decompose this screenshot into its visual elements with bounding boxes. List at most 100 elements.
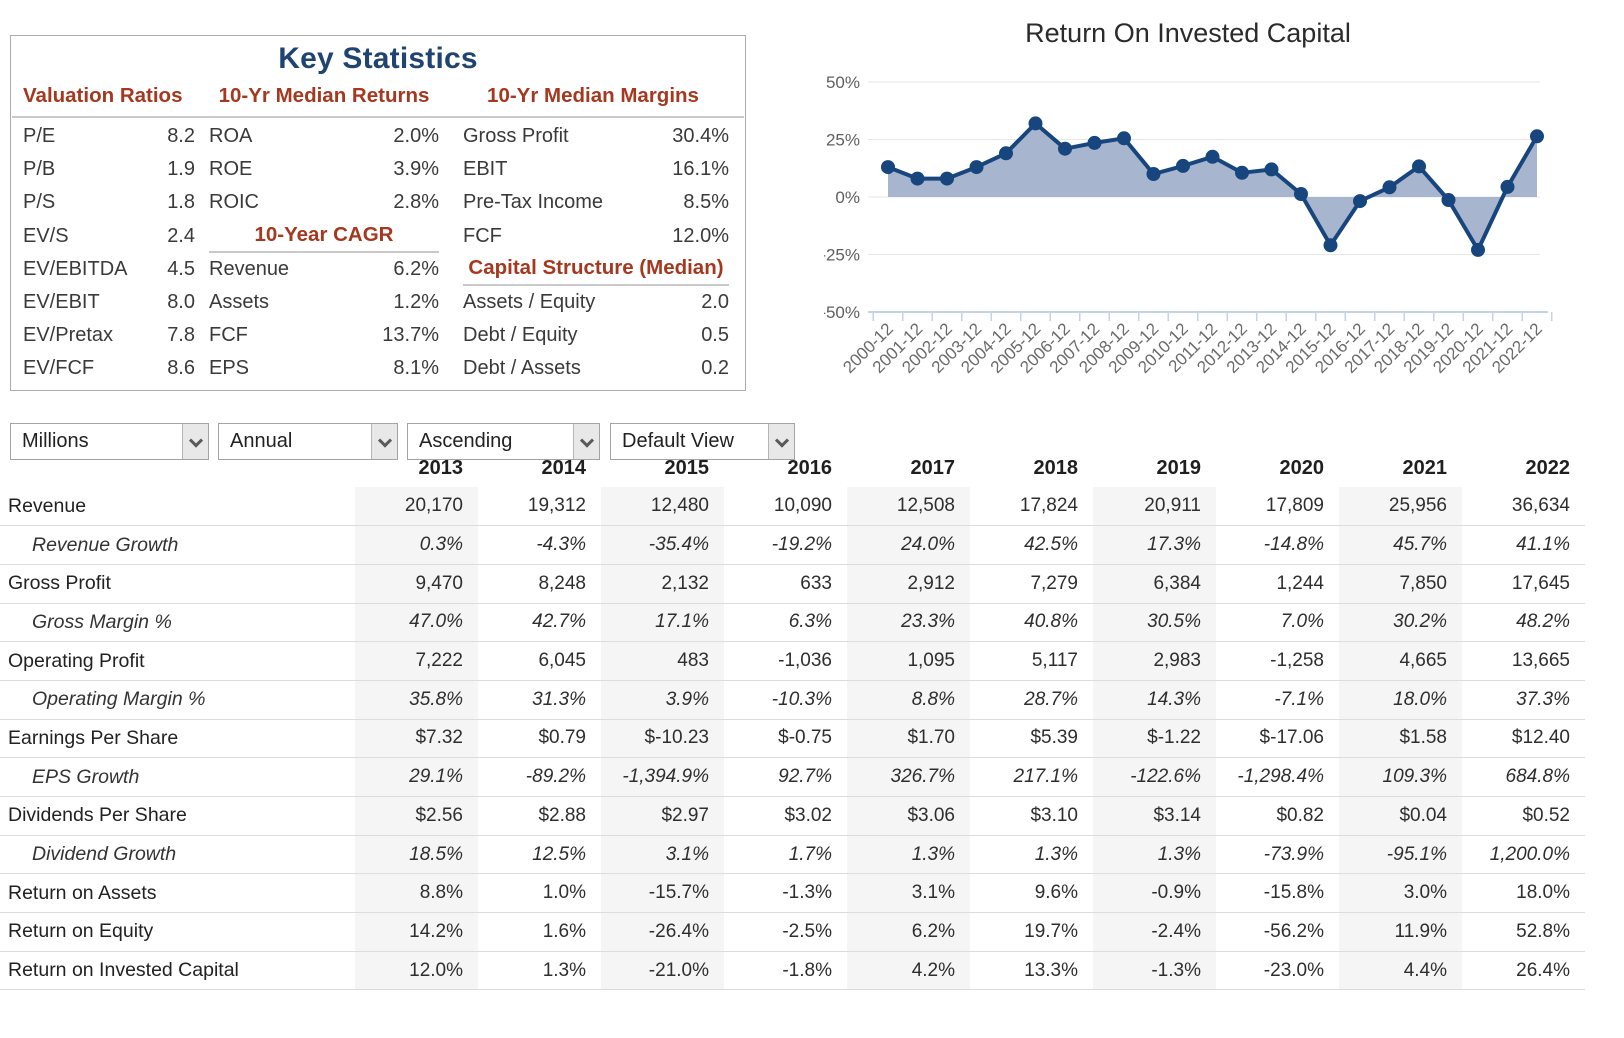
stat-label: FCF	[463, 224, 502, 247]
table-cell: 17.1%	[601, 603, 724, 642]
row-label: Return on Invested Capital	[8, 959, 239, 982]
table-cell: 12,508	[847, 487, 970, 526]
data-point	[999, 146, 1013, 161]
stat-label: ROA	[209, 125, 253, 148]
data-point	[1264, 162, 1279, 177]
roic-chart-container: Return On Invested Capital 50% 25% 0% -25% -…	[820, 0, 1624, 405]
stat-row: Pre-Tax Income 8.5%	[463, 186, 729, 219]
table-cell: 12,480	[601, 487, 724, 526]
table-cell: 47.0%	[355, 603, 478, 642]
year-column-header: 2018	[1033, 457, 1079, 479]
table-cell: $3.02	[784, 804, 832, 826]
table-cell: $-1.22	[1093, 719, 1216, 758]
period-select[interactable]: Annual	[218, 423, 398, 460]
table-cell: 30.2%	[1339, 603, 1462, 642]
table-cell: $12.40	[1511, 727, 1570, 749]
table-cell: 18.0%	[1339, 680, 1462, 720]
table-cell: 3.9%	[601, 680, 724, 720]
data-point	[1323, 238, 1338, 253]
y-axis-tick-label: 50%	[826, 73, 860, 92]
table-cell: -1.3%	[1093, 951, 1216, 990]
table-cell: $2.97	[601, 796, 724, 836]
table-cell: $3.10	[1030, 804, 1078, 826]
table-cell: -1,036	[778, 650, 832, 672]
table-cell: 6,384	[1093, 564, 1216, 604]
key-statistics-title: Key Statistics	[278, 42, 478, 75]
table-row: EPS Growth 29.1% -89.2% -1,394.9% 92.7% 326.7…	[0, 757, 1585, 797]
table-cell: $2.56	[355, 796, 478, 836]
table-cell: -89.2%	[525, 766, 586, 788]
year-header-row: 2013 2014 2015 2016 2017 2018 2019 2020 2021 2022	[0, 452, 1585, 487]
table-cell: $-10.23	[601, 719, 724, 758]
table-cell: 4.2%	[847, 951, 970, 990]
stat-label: EV/FCF	[23, 357, 95, 380]
table-row: Revenue Growth 0.3% -4.3% -35.4% -19.2% 24.0%…	[0, 525, 1585, 565]
table-cell: 2,912	[847, 564, 970, 604]
stat-value: 7.8	[167, 324, 195, 347]
table-cell: -1,394.9%	[601, 757, 724, 797]
view-select[interactable]: Default View	[610, 423, 795, 460]
table-cell: 14.2%	[355, 912, 478, 952]
chart-plot-area: 50%25%0%-25%-50%2000-122001-122002-12200…	[820, 73, 1553, 377]
median-margins-header: 10-Yr Median Margins	[487, 84, 699, 107]
sort-order-select[interactable]: Ascending	[407, 423, 600, 460]
table-cell: 4.4%	[1339, 951, 1462, 990]
table-row: Operating Profit 7,222 6,045 483 -1,036 1,095…	[0, 641, 1585, 681]
row-label: Dividends Per Share	[8, 804, 187, 827]
data-point	[1176, 158, 1190, 173]
table-cell: $3.14	[1093, 796, 1216, 836]
table-cell: -95.1%	[1339, 835, 1462, 874]
table-cell: 5,117	[1031, 650, 1078, 672]
stat-row: EPS 8.1%	[209, 352, 439, 385]
median-returns-column: ROA 2.0% ROE 3.9% ROIC 2.8% 10-Year CAGR Revenu…	[209, 120, 439, 386]
data-point	[1146, 167, 1161, 181]
table-row: Dividends Per Share $2.56 $2.88 $2.97 $3.02 $…	[0, 796, 1585, 836]
stat-value: 0.5	[701, 324, 729, 347]
table-cell: 9,470	[355, 564, 478, 604]
table-cell: -2.4%	[1093, 912, 1216, 952]
stat-row: ROA 2.0%	[209, 120, 439, 153]
table-cell: 1.3%	[1034, 843, 1078, 865]
stat-label: P/E	[23, 125, 56, 148]
data-point	[1058, 141, 1072, 156]
table-cell: 41.1%	[1516, 534, 1570, 556]
table-cell: 1.7%	[788, 843, 832, 865]
stat-value: 8.2	[167, 125, 195, 148]
table-cell: 7,222	[355, 641, 478, 681]
stat-label: Assets	[209, 291, 270, 314]
table-cell: 8.8%	[355, 873, 478, 913]
table-row: Operating Margin % 35.8% 31.3% 3.9% -10.3% 8.…	[0, 680, 1585, 720]
table-cell: 1,244	[1276, 572, 1324, 594]
table-row: Gross Profit 9,470 8,248 2,132 633 2,912 7,279…	[0, 564, 1585, 604]
table-cell: 40.8%	[1024, 611, 1078, 633]
table-cell: 17,645	[1511, 572, 1570, 594]
units-select[interactable]: Millions	[10, 423, 209, 460]
table-cell: 24.0%	[847, 525, 970, 565]
table-cell: -73.9%	[1263, 843, 1324, 865]
table-cell: $7.32	[355, 719, 478, 758]
table-cell: 28.7%	[1024, 688, 1078, 710]
table-cell: 7.0%	[1280, 611, 1324, 633]
table-cell: 17,809	[1265, 495, 1324, 517]
table-cell: 1,200.0%	[1489, 843, 1570, 865]
stat-row: FCF 12.0%	[463, 220, 729, 253]
table-cell: 48.2%	[1516, 611, 1570, 633]
table-cell: 1,095	[847, 641, 970, 681]
data-point	[1441, 193, 1456, 207]
stat-value: 1.2%	[393, 291, 439, 314]
year-column-header: 2020	[1279, 457, 1325, 479]
year-column-header: 2015	[664, 457, 710, 479]
data-point	[1087, 135, 1102, 150]
stat-label: FCF	[209, 324, 248, 347]
area-fill	[888, 123, 1537, 250]
table-cell: -0.9%	[1093, 873, 1216, 913]
table-cell: 1.3%	[542, 959, 586, 981]
table-cell: -1,298.4%	[1237, 766, 1324, 788]
table-cell: -4.3%	[536, 534, 586, 556]
data-point	[1235, 165, 1249, 180]
stat-row: EBIT 16.1%	[463, 153, 729, 186]
data-point	[881, 160, 895, 175]
row-label: Revenue	[8, 494, 87, 517]
table-cell: 217.1%	[1013, 766, 1078, 788]
table-cell: -26.4%	[601, 912, 724, 952]
